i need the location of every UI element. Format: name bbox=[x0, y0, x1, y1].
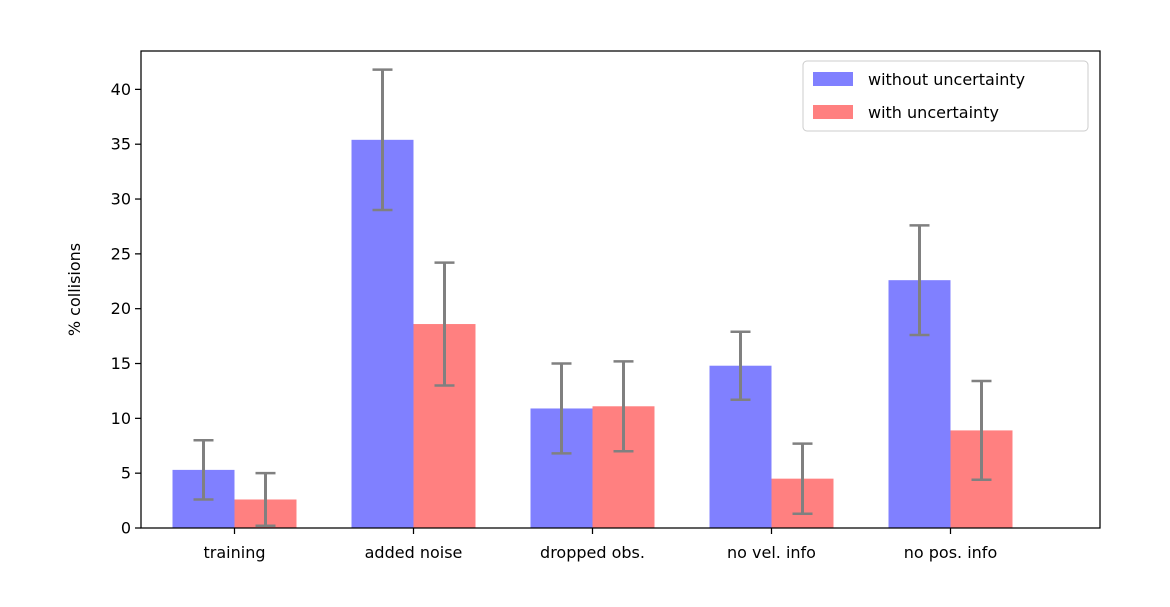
legend-label: without uncertainty bbox=[868, 70, 1025, 89]
y-tick-label: 10 bbox=[111, 409, 131, 428]
x-tick-label: no vel. info bbox=[727, 543, 816, 562]
y-tick-label: 25 bbox=[111, 244, 131, 263]
legend-item: without uncertainty bbox=[813, 70, 1025, 89]
error-bar-with-uncertainty-3 bbox=[792, 442, 813, 515]
x-tick-label: training bbox=[204, 543, 266, 562]
y-tick-label: 5 bbox=[121, 464, 131, 483]
x-tick-label: dropped obs. bbox=[540, 543, 645, 562]
y-tick-label: 20 bbox=[111, 299, 131, 318]
legend-box bbox=[802, 60, 1089, 132]
legend-label: with uncertainty bbox=[868, 103, 999, 122]
y-tick-label: 0 bbox=[121, 519, 131, 538]
legend-item: with uncertainty bbox=[813, 103, 999, 122]
error-bar-with-uncertainty-2 bbox=[613, 360, 634, 453]
legend-swatch bbox=[813, 105, 853, 119]
error-bar-without-uncertainty-4 bbox=[909, 224, 930, 337]
error-bar-without-uncertainty-2 bbox=[551, 362, 572, 455]
error-bar-with-uncertainty-4 bbox=[971, 379, 992, 482]
y-tick-label: 15 bbox=[111, 354, 131, 373]
y-tick-label: 35 bbox=[111, 135, 131, 154]
error-bar-without-uncertainty-1 bbox=[372, 68, 393, 212]
y-axis-label: % collisions bbox=[65, 243, 84, 336]
x-tick-label: no pos. info bbox=[904, 543, 997, 562]
y-tick-label: 40 bbox=[111, 80, 131, 99]
y-tick-label: 30 bbox=[111, 190, 131, 209]
legend: without uncertainty with uncertainty bbox=[802, 60, 1089, 132]
plot-frame bbox=[140, 50, 1101, 529]
error-bar-without-uncertainty-0 bbox=[193, 439, 214, 501]
legend-swatch bbox=[813, 72, 853, 86]
error-bar-with-uncertainty-0 bbox=[255, 471, 276, 528]
error-bar-with-uncertainty-1 bbox=[434, 261, 455, 387]
x-tick-label: added noise bbox=[365, 543, 463, 562]
error-bar-without-uncertainty-3 bbox=[730, 330, 751, 401]
